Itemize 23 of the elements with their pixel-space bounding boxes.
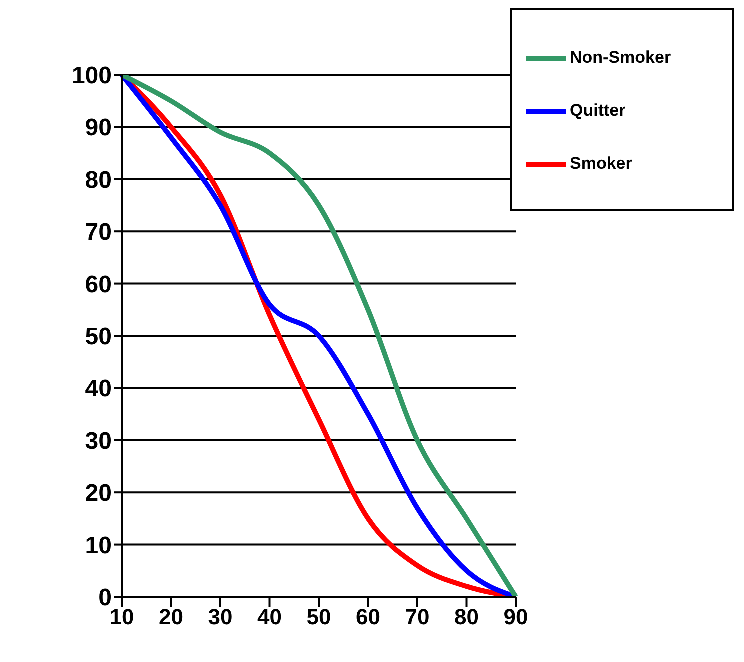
y-tick-label: 30 [85,428,112,455]
y-tick-label: 50 [85,324,112,351]
x-tick-label: 30 [208,604,233,630]
x-tick-label: 20 [159,604,184,630]
x-tick-label: 10 [110,604,134,630]
legend-label: Quitter [570,101,626,120]
x-tick-label: 50 [306,604,332,630]
y-tick-label: 40 [85,376,112,403]
y-tick-label: 100 [72,62,112,90]
x-tick-label: 40 [258,604,282,630]
y-tick-label: 70 [85,219,112,246]
legend-label: Smoker [570,154,632,173]
y-tick-label: 0 [98,584,112,612]
y-tick-label: 60 [85,271,112,298]
x-tick-label: 90 [504,604,528,630]
x-tick-label: 70 [405,604,430,630]
x-tick-label: 80 [454,604,479,630]
y-tick-label: 80 [85,166,112,194]
y-tick-label: 90 [85,114,112,142]
y-tick-label: 20 [85,480,112,508]
x-tick-label: 60 [356,604,380,630]
y-tick-label: 10 [85,532,112,560]
legend-label: Non-Smoker [570,48,672,67]
